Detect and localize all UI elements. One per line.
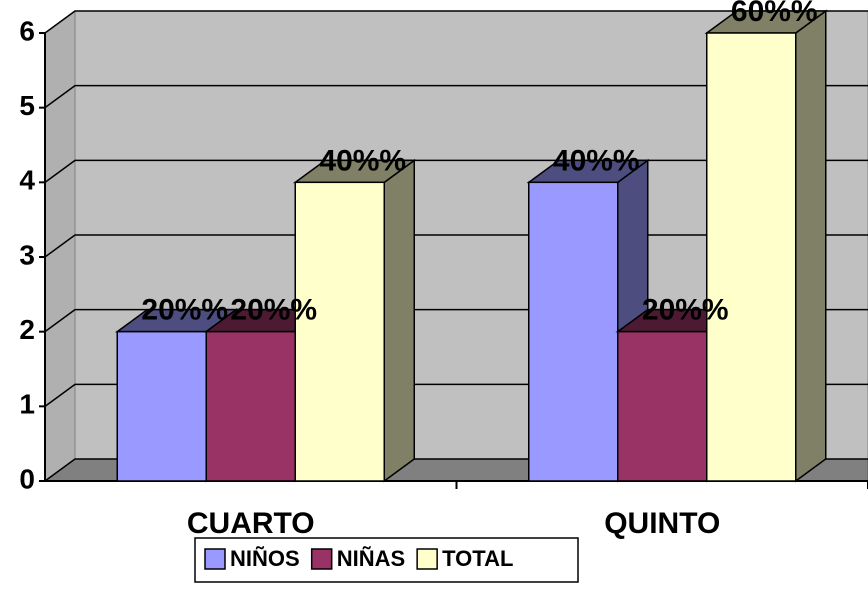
bar-front (706, 32, 797, 482)
data-label: 40%% (553, 144, 640, 177)
legend-label: NIÑOS (230, 546, 300, 571)
legend-swatch (310, 548, 333, 570)
bar-front (205, 330, 296, 482)
y-tick-label: 4 (19, 165, 35, 196)
data-label: 60%% (731, 0, 818, 28)
data-label: 40%% (319, 144, 406, 177)
data-label: 20%% (141, 294, 228, 327)
bar (704, 9, 829, 483)
legend-swatch (416, 548, 438, 570)
legend-swatch (204, 548, 226, 570)
x-tick-label: CUARTO (187, 507, 315, 540)
legend-box (194, 537, 579, 583)
bar-side (383, 158, 415, 483)
data-label: 20%% (642, 294, 729, 327)
y-tick-label: 1 (19, 389, 35, 420)
y-tick-label: 5 (19, 90, 35, 121)
grid-line (44, 84, 868, 109)
grid-line (44, 10, 868, 34)
bar-front (116, 330, 207, 482)
legend-label: NIÑAS (337, 546, 405, 571)
y-tick-label: 0 (19, 463, 35, 494)
y-tick-label: 2 (19, 314, 35, 345)
bar-side (795, 9, 827, 483)
data-label: 20%% (230, 294, 317, 327)
bar-front (617, 330, 708, 482)
y-tick-label: 3 (19, 239, 35, 270)
y-tick-label: 6 (19, 15, 35, 46)
legend-label: TOTAL (442, 546, 513, 571)
bar-front (528, 181, 619, 482)
bar-front (294, 181, 385, 482)
x-tick-label: QUINTO (604, 507, 720, 540)
bar (292, 158, 417, 483)
